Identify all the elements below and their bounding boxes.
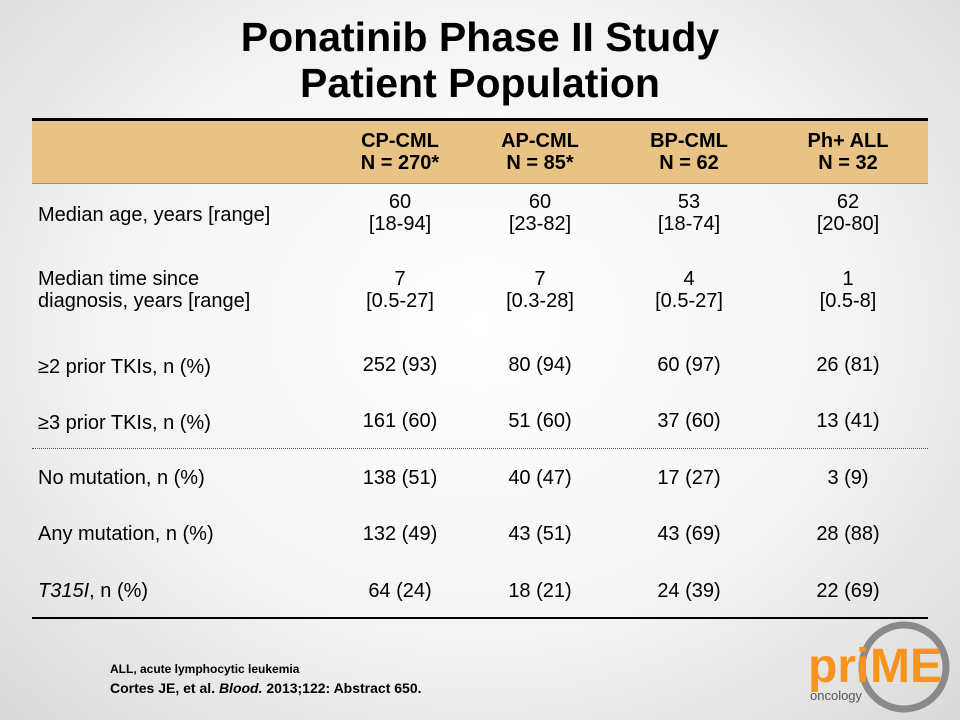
table-header: CP-CML N = 270* AP-CML N = 85* BP-CML N … [32,121,928,184]
title-line-1: Ponatinib Phase II Study [240,14,720,60]
cell-value: 24 (39) [657,580,721,602]
cell-value: 43 (69) [657,523,721,545]
row-label: Median time since diagnosis, years [range… [38,268,250,312]
cell-value: 60 (97) [657,354,721,376]
citation-authors: Cortes JE, et al. [110,680,219,696]
col-n: N = 62 [659,152,719,174]
cell-value: 7 [0.3-28] [470,268,610,312]
logo-text-oncology: oncology [810,688,863,703]
row-label: ≥3 prior TKIs, n (%) [38,412,211,434]
cell-value: 7 [0.5-27] [330,268,470,312]
value-main: 53 [677,191,701,213]
col-n: N = 270* [360,152,440,174]
cell-value: 252 (93) [362,354,438,376]
footnote-abbreviation: ALL, acute lymphocytic leukemia [110,662,300,676]
col-header-ap-cml: AP-CML N = 85* [470,130,610,174]
row-label-italic: T315I [38,580,90,602]
row-label-line-2: diagnosis, years [range] [38,290,251,312]
col-header-bp-cml: BP-CML N = 62 [619,130,759,174]
cell-value: 43 (51) [508,523,572,545]
cell-value: 80 (94) [508,354,572,376]
row-label: T315I, n (%) [38,580,148,602]
value-range: [0.3-28] [506,290,574,312]
cell-value: 18 (21) [508,580,572,602]
cell-value: 22 (69) [816,580,880,602]
cell-value: 26 (81) [816,354,880,376]
row-label: ≥2 prior TKIs, n (%) [38,356,211,378]
col-name: Ph+ ALL [807,130,889,152]
logo-ring [858,621,950,713]
cell-value: 64 (24) [368,580,432,602]
col-header-cp-cml: CP-CML N = 270* [330,130,470,174]
cell-value: 28 (88) [816,523,880,545]
cell-value: 1 [0.5-8] [778,268,918,312]
value-main: 1 [842,268,854,290]
footnote-citation: Cortes JE, et al. Blood. 2013;122: Abstr… [110,680,422,696]
cell-value: 3 (9) [827,467,869,489]
logo-text-me: ME [870,640,942,693]
value-range: [0.5-27] [655,290,723,312]
slide-title: Ponatinib Phase II Study Patient Populat… [0,14,960,106]
patient-table: CP-CML N = 270* AP-CML N = 85* BP-CML N … [32,118,928,619]
logo-text-pri: pri [808,640,869,693]
title-line-2: Patient Population [300,60,660,106]
row-label: No mutation, n (%) [38,467,205,489]
col-name: BP-CML [650,130,728,152]
value-range: [0.5-27] [366,290,434,312]
cell-value: 51 (60) [508,410,572,432]
cell-value: 4 [0.5-27] [619,268,759,312]
cell-value: 132 (49) [362,523,438,545]
cell-value: 37 (60) [657,410,721,432]
cell-value: 53 [18-74] [619,191,759,235]
value-main: 4 [683,268,695,290]
cell-value: 138 (51) [362,467,438,489]
col-n: N = 85* [506,152,574,174]
value-range: [18-94] [368,213,432,235]
cell-value: 62 [20-80] [778,191,918,235]
row-label: Any mutation, n (%) [38,523,214,545]
cell-value: 17 (27) [657,467,721,489]
row-label-line-1: Median time since [38,268,200,290]
value-main: 62 [836,191,860,213]
value-main: 60 [528,191,552,213]
cell-value: 13 (41) [816,410,880,432]
citation-journal: Blood. [218,680,263,696]
row-label: Median age, years [range] [38,204,271,226]
value-range: [20-80] [816,213,880,235]
value-range: [18-74] [657,213,721,235]
cell-value: 40 (47) [508,467,572,489]
value-range: [23-82] [508,213,572,235]
value-main: 7 [394,268,406,290]
cell-value: 60 [23-82] [470,191,610,235]
col-name: CP-CML [361,130,439,152]
row-divider [32,448,928,449]
value-main: 7 [534,268,546,290]
value-range: [0.5-8] [819,290,877,312]
prime-oncology-logo: pri ME oncology [808,621,950,713]
cell-value: 60 [18-94] [330,191,470,235]
col-n: N = 32 [818,152,878,174]
value-main: 60 [388,191,412,213]
col-header-ph-all: Ph+ ALL N = 32 [778,130,918,174]
citation-details: 2013;122: Abstract 650. [262,680,422,696]
cell-value: 161 (60) [362,410,438,432]
col-name: AP-CML [501,130,579,152]
row-label-rest: , n (%) [89,580,149,602]
